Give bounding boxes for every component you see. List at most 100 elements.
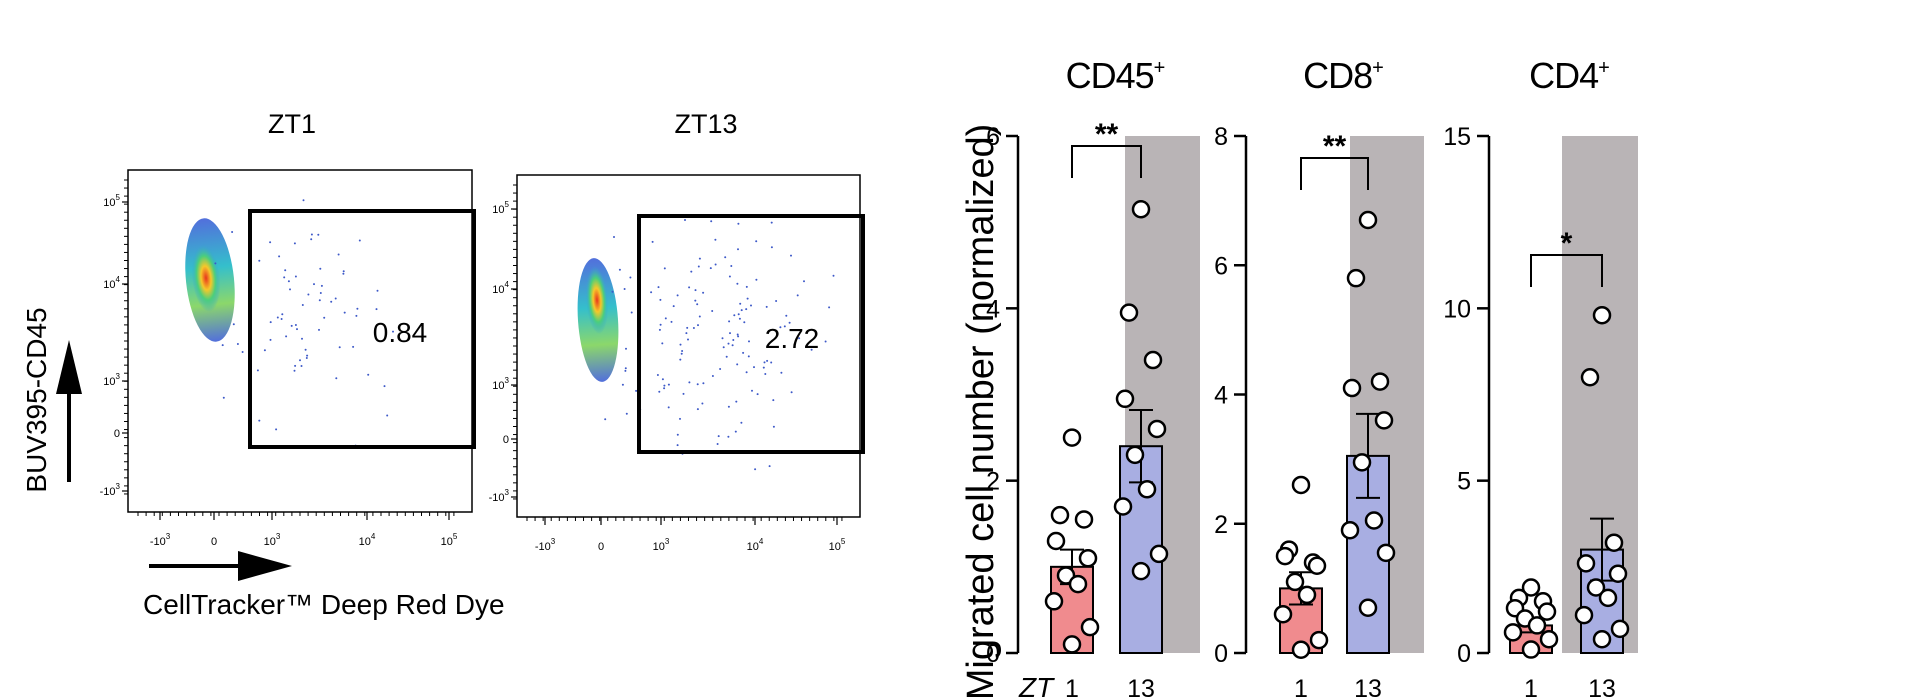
data-point bbox=[1608, 564, 1628, 583]
event-dot bbox=[694, 299, 697, 302]
data-point bbox=[1080, 617, 1100, 637]
event-dot bbox=[306, 354, 309, 357]
event-dot bbox=[258, 419, 261, 422]
event-dot bbox=[680, 352, 683, 355]
event-dot bbox=[299, 359, 301, 362]
bar-panel-title: CD45+ bbox=[1066, 55, 1165, 96]
data-point bbox=[1592, 629, 1612, 649]
event-dot bbox=[318, 299, 321, 302]
event-dot bbox=[766, 359, 769, 362]
gate-events bbox=[214, 199, 394, 447]
y-tick-label: 4 bbox=[1214, 382, 1228, 410]
event-dot bbox=[762, 366, 765, 369]
event-dot bbox=[659, 298, 662, 301]
bar-panel-title: CD8+ bbox=[1303, 55, 1383, 96]
event-dot bbox=[676, 294, 679, 297]
data-point bbox=[1285, 572, 1305, 592]
event-dot bbox=[727, 405, 730, 408]
event-dot bbox=[738, 317, 741, 320]
event-dot bbox=[300, 365, 303, 367]
event-dot bbox=[775, 300, 778, 302]
event-dot bbox=[832, 274, 835, 277]
flow-y-tick-label: 0 bbox=[114, 428, 120, 440]
event-dot bbox=[679, 417, 681, 420]
bar-panel-cd8: CD8+ 0 2 4 6 8 1 13 ** bbox=[1214, 55, 1424, 697]
event-dot bbox=[663, 267, 666, 270]
event-dot bbox=[301, 337, 303, 340]
event-dot bbox=[746, 297, 749, 300]
event-dot bbox=[828, 306, 831, 309]
event-dot bbox=[803, 280, 805, 283]
event-dot bbox=[294, 275, 297, 278]
data-point bbox=[1307, 556, 1327, 576]
event-dot bbox=[263, 349, 266, 352]
flow-y-axis-label: BUV395-CD45 bbox=[21, 307, 52, 492]
significance-label: ** bbox=[1095, 118, 1119, 151]
event-dot bbox=[717, 435, 720, 438]
data-point bbox=[1297, 585, 1317, 605]
event-dot bbox=[686, 326, 689, 329]
event-dot bbox=[358, 239, 361, 242]
data-point bbox=[1521, 578, 1541, 597]
data-point bbox=[1576, 554, 1596, 573]
gate-box[interactable] bbox=[248, 209, 476, 449]
event-dot bbox=[745, 285, 748, 288]
x-tick-label: 13 bbox=[1588, 675, 1616, 697]
event-dot bbox=[770, 361, 773, 364]
event-dot bbox=[313, 283, 315, 286]
event-dot bbox=[714, 263, 717, 266]
data-point bbox=[1358, 210, 1378, 230]
event-dot bbox=[770, 221, 773, 224]
event-dot bbox=[376, 289, 379, 292]
event-dot bbox=[737, 335, 740, 338]
event-dot bbox=[780, 371, 783, 374]
data-point bbox=[1521, 640, 1541, 659]
event-dot bbox=[672, 305, 675, 308]
y-tick-label: 0 bbox=[1214, 640, 1228, 668]
event-dot bbox=[737, 313, 740, 316]
bar-charts: CD45+ 0 2 4 6 1 13 ** CD8+ 0 2 4 6 8 1 13 ** CD4+ 0 5 10 15 1 1… bbox=[986, 55, 1638, 697]
significance-label: * bbox=[1561, 227, 1573, 260]
event-dot bbox=[772, 399, 775, 402]
event-dot bbox=[696, 383, 699, 386]
event-dot bbox=[625, 347, 627, 350]
event-dot bbox=[727, 342, 730, 345]
event-dot bbox=[269, 321, 272, 324]
data-point bbox=[1115, 389, 1135, 409]
event-dot bbox=[684, 219, 686, 221]
event-dot bbox=[667, 406, 670, 409]
event-dot bbox=[284, 269, 287, 272]
y-tick-label: 15 bbox=[1443, 123, 1471, 151]
y-tick-label: 0 bbox=[1457, 640, 1471, 668]
data-point bbox=[1370, 372, 1390, 391]
event-dot bbox=[256, 369, 259, 372]
data-point bbox=[1610, 619, 1630, 639]
data-point bbox=[1291, 640, 1311, 660]
data-point bbox=[1074, 510, 1094, 529]
event-dot bbox=[756, 393, 759, 396]
event-dot bbox=[310, 233, 313, 236]
gate-box[interactable] bbox=[637, 214, 865, 454]
event-dot bbox=[621, 383, 624, 386]
flow-x-tick-label: -103 bbox=[535, 537, 556, 553]
event-dot bbox=[753, 366, 755, 369]
significance-bracket bbox=[1300, 157, 1369, 190]
event-dot bbox=[623, 288, 626, 290]
event-dot bbox=[661, 378, 664, 381]
event-dot bbox=[658, 390, 661, 393]
event-dot bbox=[342, 270, 345, 273]
event-dot bbox=[232, 323, 235, 326]
bar-y-axis-label: Migrated cell number (normalized) bbox=[960, 124, 1002, 697]
data-point bbox=[1364, 511, 1384, 530]
event-dot bbox=[765, 305, 768, 308]
x-tick-label: 13 bbox=[1354, 675, 1382, 697]
event-dot bbox=[269, 338, 272, 341]
y-tick-label: 4 bbox=[986, 295, 1000, 323]
y-tick-label: 5 bbox=[1457, 468, 1471, 496]
event-dot bbox=[725, 355, 728, 358]
event-dot bbox=[318, 328, 320, 331]
event-dot bbox=[383, 385, 386, 388]
y-tick-label: 6 bbox=[1214, 252, 1228, 280]
event-dot bbox=[790, 391, 793, 394]
